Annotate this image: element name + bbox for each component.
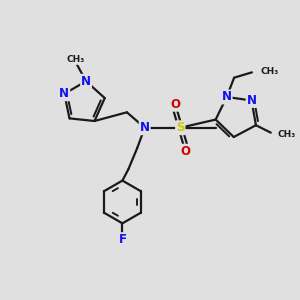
- Text: O: O: [170, 98, 180, 111]
- Text: N: N: [59, 87, 69, 100]
- Text: O: O: [181, 145, 191, 158]
- Text: N: N: [140, 121, 150, 134]
- Text: CH₃: CH₃: [67, 55, 85, 64]
- Text: S: S: [176, 121, 184, 134]
- Text: N: N: [81, 75, 91, 88]
- Text: F: F: [118, 233, 126, 246]
- Text: CH₃: CH₃: [260, 67, 278, 76]
- Text: N: N: [247, 94, 256, 107]
- Text: N: N: [222, 91, 232, 103]
- Text: CH₃: CH₃: [277, 130, 296, 139]
